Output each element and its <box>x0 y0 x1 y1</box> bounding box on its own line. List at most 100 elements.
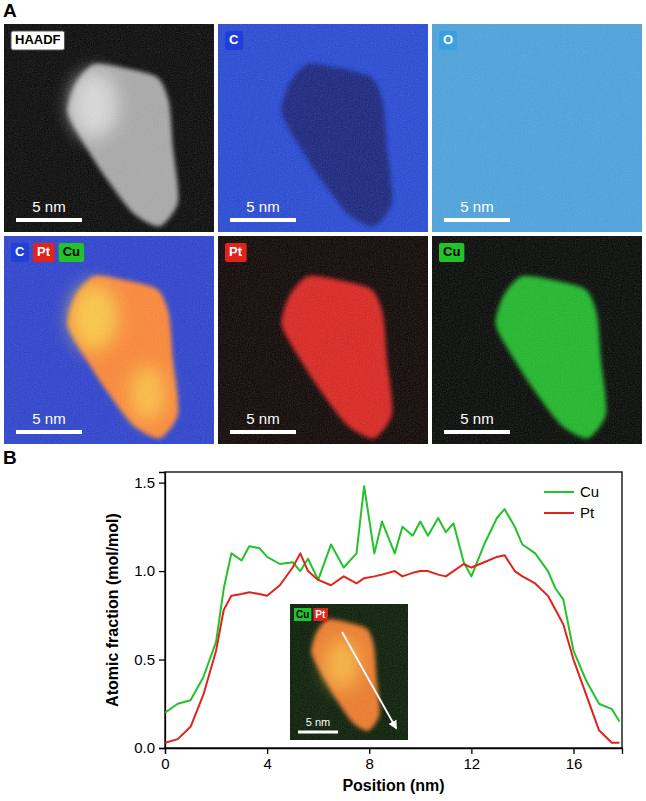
label-bg <box>59 243 84 262</box>
image-background <box>4 236 214 444</box>
tick: 1.5 <box>134 474 165 491</box>
x-axis-title: Position (nm) <box>342 777 444 794</box>
legend-label: Pt <box>580 504 595 521</box>
inset-label-bg <box>294 608 311 621</box>
image <box>218 24 428 232</box>
label-box: HAADF <box>11 31 65 50</box>
image-background <box>218 236 428 444</box>
tick: 4 <box>263 748 271 772</box>
y-axis-title: Atomic fraction (mol/mol) <box>104 513 121 707</box>
tick: 0.0 <box>134 739 165 756</box>
tick-label: 0 <box>161 755 169 772</box>
label-text: Pt <box>229 244 243 259</box>
noise <box>218 24 428 232</box>
legend-swatch <box>544 491 574 493</box>
label-text: C <box>15 244 25 259</box>
legend-label: Cu <box>580 483 599 500</box>
tick-label: 16 <box>566 755 583 772</box>
tick: 1.0 <box>134 562 165 579</box>
label-text: Cu <box>63 244 80 259</box>
tick: 16 <box>566 748 583 772</box>
label-box: Pt <box>225 243 247 262</box>
scale-bar <box>230 218 296 222</box>
inset-label: Cu <box>296 609 309 620</box>
label-bg <box>33 243 55 262</box>
inset-label-bg <box>313 608 328 621</box>
tick-mark <box>573 748 574 754</box>
image-background <box>4 24 214 232</box>
label-box: Cu <box>439 243 464 262</box>
tick-mark <box>159 482 165 483</box>
label-text: O <box>443 32 453 47</box>
inset-scale-label: 5 nm <box>306 716 330 728</box>
x-axis: 0 4 8 12 16 <box>161 748 622 772</box>
tick-label: 12 <box>464 755 481 772</box>
scale-bar-label: 5 nm <box>246 198 279 215</box>
image-panel: HAADF 5 nm <box>4 24 214 232</box>
label-text: HAADF <box>15 32 61 47</box>
profile-arrow <box>342 632 396 728</box>
scale-bar <box>230 430 296 434</box>
noise <box>432 24 642 232</box>
tick-mark <box>369 748 370 754</box>
label-text: Cu <box>443 244 460 259</box>
inset-label: Pt <box>315 609 326 620</box>
scale-bar <box>444 218 510 222</box>
image-background <box>432 236 642 444</box>
tick: 0 <box>161 748 169 772</box>
panel-letter: B <box>3 447 17 468</box>
label-bg <box>225 243 247 262</box>
tick-label: 1.5 <box>134 474 155 491</box>
tick-label: 8 <box>366 755 374 772</box>
label-bg <box>225 31 243 50</box>
series-group <box>165 486 619 743</box>
label-bg <box>439 243 464 262</box>
label-text: Pt <box>37 244 51 259</box>
noise <box>432 236 642 444</box>
label-bg <box>11 243 29 262</box>
scale-bar-label: 5 nm <box>460 410 493 427</box>
scale-bar-label: 5 nm <box>246 410 279 427</box>
image-background <box>218 24 428 232</box>
scale-bar-label: 5 nm <box>32 198 65 215</box>
scale-bar <box>16 430 82 434</box>
tick-mark <box>159 659 165 660</box>
scale-bar-label: 5 nm <box>460 198 493 215</box>
image-panel: Pt 5 nm <box>218 236 428 444</box>
inset-scale-bar <box>298 731 338 734</box>
label-box: C <box>11 243 29 262</box>
legend-swatch <box>544 512 574 514</box>
label-box: O <box>439 31 457 50</box>
tick-mark <box>267 748 268 754</box>
image <box>432 236 642 444</box>
image-panel: C Pt Cu 5 nm <box>4 236 214 444</box>
image <box>432 24 642 232</box>
label-box: C <box>225 31 243 50</box>
tick-mark <box>471 748 472 754</box>
image <box>4 236 214 444</box>
tick-mark <box>159 748 165 749</box>
legend: Cu Pt <box>544 483 599 521</box>
y-axis: 0.0 0.5 1.0 1.5 <box>134 473 165 757</box>
image <box>4 24 214 232</box>
scale-bar-label: 5 nm <box>32 410 65 427</box>
axis-line <box>159 473 166 749</box>
label-box: Cu <box>59 243 84 262</box>
chart: 0 4 8 12 16 0.0 0.5 1.0 1.5 Position (nm) Atomic f… <box>104 472 623 794</box>
inset-noise <box>290 604 408 740</box>
series-line <box>165 553 619 742</box>
tick: 0.5 <box>134 651 165 668</box>
image-panel: C 5 nm <box>218 24 428 232</box>
image-panel: O 5 nm <box>432 24 642 232</box>
tick: 12 <box>464 748 481 772</box>
figure: ABHAADF5 nmC5 nmO5 nmCPtCu5 nmPt5 nmCu5 … <box>0 0 646 801</box>
noise <box>4 236 214 444</box>
image-background <box>432 24 642 232</box>
tick-label: 0.0 <box>134 739 155 756</box>
tick-mark <box>159 571 165 572</box>
plot-frame <box>165 472 622 748</box>
scale-bar <box>16 218 82 222</box>
noise <box>218 236 428 444</box>
tick: 8 <box>366 748 374 772</box>
inset-image <box>290 604 408 740</box>
